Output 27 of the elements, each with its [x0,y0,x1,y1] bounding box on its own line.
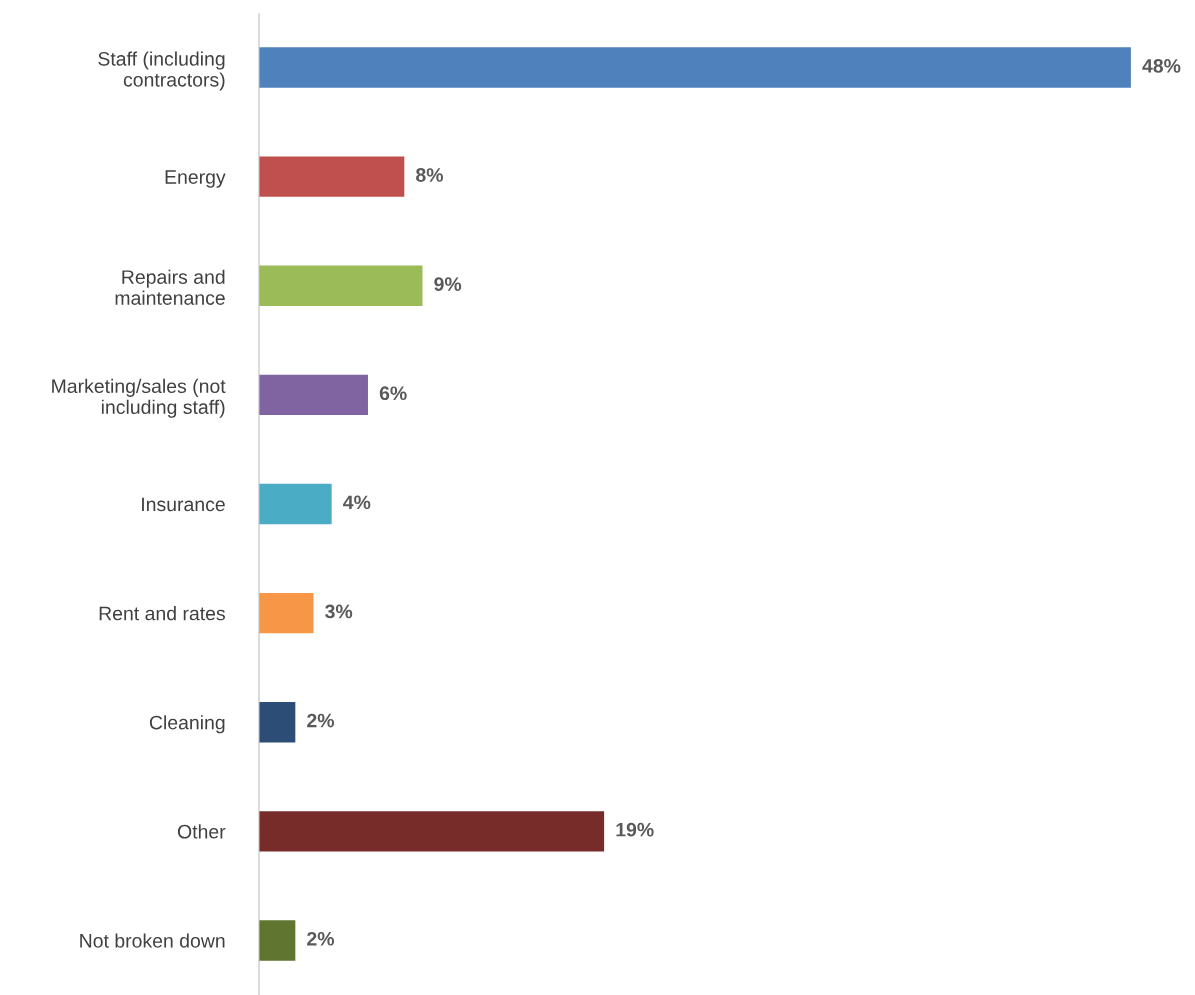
y-tick-label: Rent and rates [99,606,225,621]
data-label: 48% [1142,59,1181,73]
y-tick-label: Not broken down [80,933,225,948]
data-label: 3% [325,604,353,619]
bar [259,811,605,852]
data-label: 8% [416,168,444,182]
data-label: 2% [307,713,335,728]
data-label: 19% [616,822,654,837]
y-tick-label: Other [177,824,226,839]
y-tick-label: Repairs and maintenance [115,269,225,305]
y-tick-label: Cleaning [149,715,225,734]
y-tick-label: Energy [165,170,226,188]
data-label: 2% [307,931,335,946]
bar [259,47,1131,88]
data-label: 6% [379,386,407,401]
bar [259,920,296,961]
bar [259,156,405,197]
y-tick-label: Insurance [142,497,225,512]
bar [259,702,296,743]
bar [259,483,332,525]
bar [259,374,368,416]
data-label: 4% [343,495,371,510]
data-label: 9% [434,277,462,291]
bar [259,592,314,634]
y-tick-label: Staff (including contractors) [98,51,225,91]
y-tick-label: Marketing/sales (not including staff) [52,378,226,418]
bar [259,265,423,306]
